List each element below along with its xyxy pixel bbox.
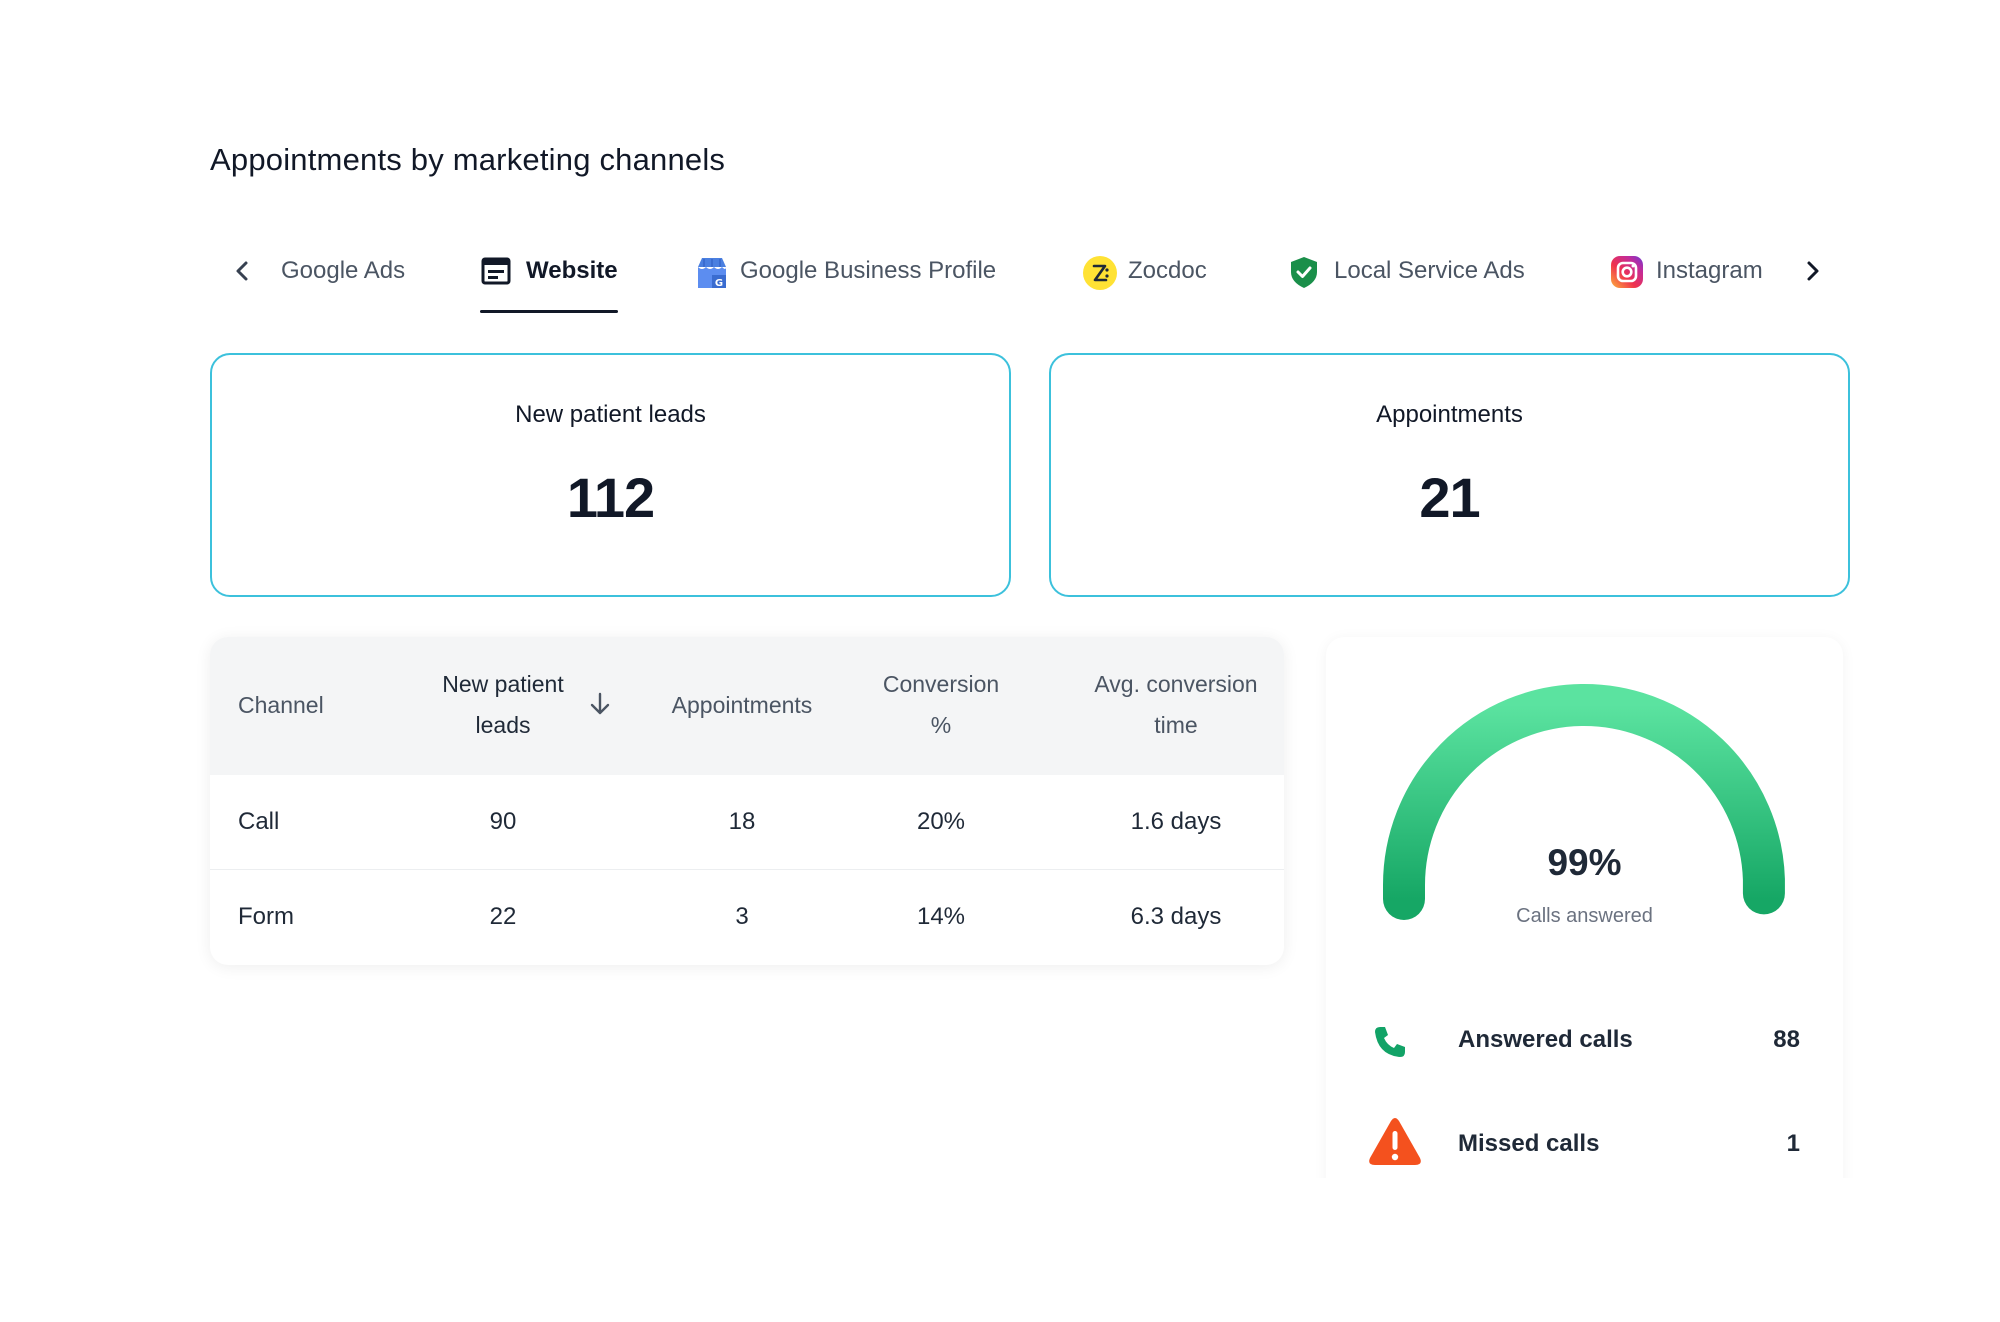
stat-value: 88 <box>1773 1026 1800 1053</box>
phone-icon <box>1370 1022 1410 1067</box>
header-appointments[interactable]: Appointments <box>671 692 813 718</box>
new-patient-leads-card: New patient leads 112 <box>210 353 1011 597</box>
stat-value: 1 <box>1786 1130 1800 1157</box>
gauge-chart <box>1383 684 1785 920</box>
sort-desc-icon[interactable] <box>588 691 612 722</box>
tab-google-business-profile[interactable]: G Google Business Profile <box>694 238 996 304</box>
header-text: % <box>930 712 952 738</box>
tab-google-ads[interactable]: Google Ads <box>281 238 405 304</box>
zocdoc-icon <box>1082 255 1117 290</box>
tab-label: Google Business Profile <box>740 257 997 284</box>
cell-avg-time: 6.3 days <box>1130 903 1222 930</box>
kpi-label: New patient leads <box>515 401 706 428</box>
google-business-icon: G <box>694 255 726 289</box>
stat-label: Answered calls <box>1458 1026 1633 1053</box>
cell-leads: 22 <box>489 903 517 930</box>
svg-text:G: G <box>715 278 723 289</box>
tab-label: Website <box>526 257 618 284</box>
gauge-arc <box>1383 684 1785 920</box>
tab-website[interactable]: Website <box>480 238 618 313</box>
channel-table: Channel New patient leads Appointments C… <box>210 637 1284 965</box>
chevron-left-icon <box>236 261 248 281</box>
header-avg-conversion-time[interactable]: Avg. conversion time <box>1068 664 1284 746</box>
table-row: Form 22 3 14% 6.3 days <box>210 870 1284 964</box>
tab-local-service-ads[interactable]: Local Service Ads <box>1288 238 1525 304</box>
stat-label: Missed calls <box>1458 1130 1600 1157</box>
tab-label: Local Service Ads <box>1334 257 1525 284</box>
header-text: leads <box>475 712 531 738</box>
cell-channel: Call <box>238 808 280 835</box>
tab-label: Google Ads <box>281 257 406 284</box>
gauge-value: 99% <box>1547 842 1622 883</box>
header-text: Avg. conversion <box>1094 671 1258 697</box>
prev-tab-button[interactable] <box>225 254 259 288</box>
cell-conversion: 20% <box>916 808 966 835</box>
channel-tabs: Google Ads Website G Google Business Pro… <box>225 238 1835 314</box>
tab-instagram[interactable]: Instagram <box>1610 238 1763 304</box>
missed-calls-row: Missed calls 1 <box>1367 1116 1800 1178</box>
warning-icon <box>1367 1116 1423 1173</box>
next-tab-button[interactable] <box>1796 254 1830 288</box>
cell-channel: Form <box>238 903 294 930</box>
table-header: Channel New patient leads Appointments C… <box>210 637 1284 775</box>
header-text: Conversion <box>882 671 1000 697</box>
appointments-card: Appointments 21 <box>1049 353 1850 597</box>
tab-label: Zocdoc <box>1128 257 1207 284</box>
kpi-value: 112 <box>566 466 655 529</box>
kpi-value: 21 <box>1419 466 1480 529</box>
cell-avg-time: 1.6 days <box>1130 808 1222 835</box>
cell-leads: 90 <box>489 808 517 835</box>
cell-conversion: 14% <box>916 903 966 930</box>
table-row: Call 90 18 20% 1.6 days <box>210 775 1284 870</box>
header-channel[interactable]: Channel <box>238 692 324 718</box>
cell-appointments: 18 <box>728 808 756 835</box>
header-text: New patient <box>442 671 564 697</box>
page-bottom <box>0 1178 2000 1322</box>
cell-appointments: 3 <box>735 903 749 930</box>
shield-check-icon <box>1288 255 1320 288</box>
instagram-icon <box>1610 255 1643 288</box>
gauge-label: Calls answered <box>1516 905 1653 927</box>
tab-zocdoc[interactable]: Zocdoc <box>1082 238 1207 304</box>
section-title: Appointments by marketing channels <box>210 142 726 177</box>
browser-window-icon <box>480 255 512 287</box>
kpi-label: Appointments <box>1376 401 1523 428</box>
header-conversion[interactable]: Conversion % <box>825 664 1057 746</box>
tab-label: Instagram <box>1656 257 1763 284</box>
header-text: time <box>1154 712 1198 738</box>
header-new-patient-leads[interactable]: New patient leads <box>392 664 614 746</box>
chevron-right-icon <box>1807 261 1819 281</box>
answered-calls-row: Answered calls 88 <box>1370 1014 1800 1074</box>
